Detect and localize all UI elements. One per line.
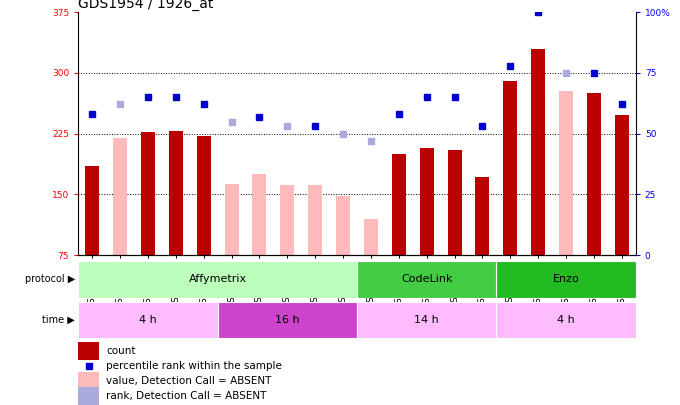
Text: 4 h: 4 h: [139, 315, 157, 325]
Text: 16 h: 16 h: [275, 315, 300, 325]
Bar: [559, 91, 573, 255]
Bar: [587, 93, 601, 255]
Bar: [78, 342, 99, 360]
Bar: [496, 302, 636, 338]
Text: 4 h: 4 h: [557, 315, 575, 325]
Text: CodeLink: CodeLink: [401, 275, 452, 284]
Bar: [197, 136, 211, 255]
Bar: [531, 49, 545, 255]
Bar: [85, 166, 99, 255]
Bar: [475, 177, 490, 255]
Bar: [357, 302, 496, 338]
Bar: [364, 219, 378, 255]
Bar: [218, 302, 357, 338]
Bar: [224, 184, 239, 255]
Text: percentile rank within the sample: percentile rank within the sample: [106, 361, 282, 371]
Bar: [141, 132, 155, 255]
Bar: [252, 174, 267, 255]
Bar: [78, 372, 99, 390]
Bar: [78, 302, 218, 338]
Bar: [308, 185, 322, 255]
Bar: [392, 154, 406, 255]
Bar: [78, 261, 357, 298]
Bar: [78, 388, 99, 405]
Bar: [420, 148, 434, 255]
Bar: [336, 196, 350, 255]
Bar: [169, 131, 183, 255]
Text: 14 h: 14 h: [414, 315, 439, 325]
Bar: [113, 138, 127, 255]
Bar: [447, 150, 462, 255]
Text: time ▶: time ▶: [42, 315, 75, 325]
Bar: [496, 261, 636, 298]
Bar: [357, 261, 496, 298]
Bar: [280, 185, 294, 255]
Text: value, Detection Call = ABSENT: value, Detection Call = ABSENT: [106, 376, 271, 386]
Bar: [503, 81, 517, 255]
Text: Affymetrix: Affymetrix: [188, 275, 247, 284]
Text: GDS1954 / 1926_at: GDS1954 / 1926_at: [78, 0, 214, 11]
Text: Enzo: Enzo: [553, 275, 579, 284]
Text: rank, Detection Call = ABSENT: rank, Detection Call = ABSENT: [106, 391, 267, 401]
Bar: [615, 115, 629, 255]
Text: count: count: [106, 346, 135, 356]
Text: protocol ▶: protocol ▶: [24, 275, 75, 284]
